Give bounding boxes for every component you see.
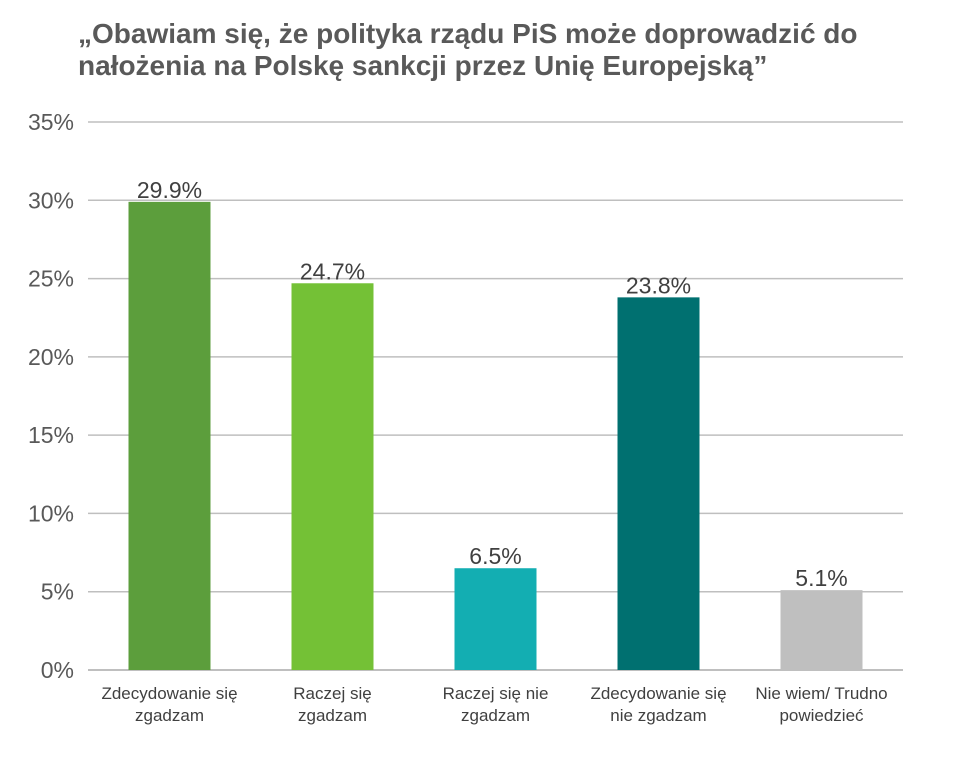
category-label: zgadzam xyxy=(135,706,204,725)
y-tick-label: 5% xyxy=(41,579,74,605)
category-labels: Zdecydowanie się zgadzam Raczej się zgadzam… xyxy=(101,684,887,725)
data-label: 24.7% xyxy=(300,258,365,284)
y-tick-label: 30% xyxy=(28,187,74,213)
bar xyxy=(617,297,700,670)
category-label: nie zgadzam xyxy=(610,706,706,725)
y-axis-tick-labels: 0% 5% 10% 15% 20% 25% 30% 35% xyxy=(28,109,74,683)
category-label: zgadzam xyxy=(461,706,530,725)
category-label: Zdecydowanie się xyxy=(590,684,726,703)
y-tick-label: 0% xyxy=(41,657,74,683)
y-tick-label: 25% xyxy=(28,266,74,292)
y-tick-label: 10% xyxy=(28,500,74,526)
y-tick-label: 15% xyxy=(28,422,74,448)
bar xyxy=(128,201,211,670)
gridlines xyxy=(88,121,903,671)
data-label: 29.9% xyxy=(137,177,202,203)
bars xyxy=(128,201,863,670)
data-label: 23.8% xyxy=(626,272,691,298)
category-label: Raczej się xyxy=(293,684,371,703)
y-tick-label: 35% xyxy=(28,109,74,135)
bar xyxy=(291,283,374,670)
data-label: 5.1% xyxy=(795,565,847,591)
chart-title: „Obawiam się, że polityka rządu PiS może… xyxy=(78,18,858,81)
bar xyxy=(454,568,537,670)
data-label: 6.5% xyxy=(469,543,521,569)
data-labels: 29.9% 24.7% 6.5% 23.8% 5.1% xyxy=(137,177,848,591)
bar xyxy=(780,590,863,670)
y-tick-label: 20% xyxy=(28,344,74,370)
category-label: Raczej się nie xyxy=(443,684,549,703)
category-label: zgadzam xyxy=(298,706,367,725)
category-label: Zdecydowanie się xyxy=(101,684,237,703)
category-label: powiedzieć xyxy=(779,706,864,725)
category-label: Nie wiem/ Trudno xyxy=(755,684,887,703)
